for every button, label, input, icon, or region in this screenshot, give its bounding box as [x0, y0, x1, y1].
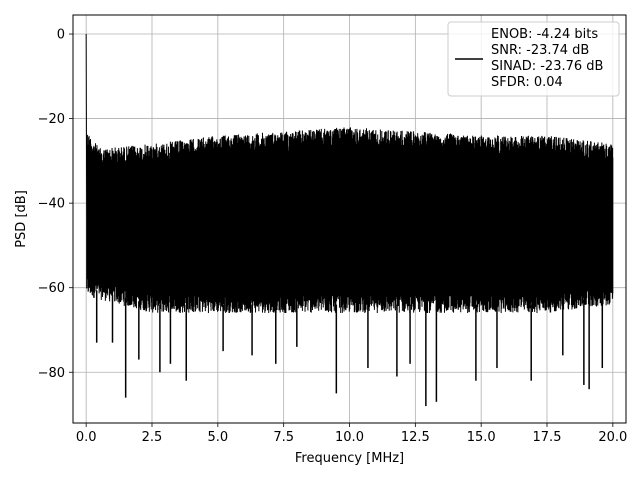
x-tick-label: 17.5	[533, 430, 562, 445]
y-axis-ticks: 0 −20 −40 −60 −80	[38, 28, 73, 381]
x-tick-label: 10.0	[335, 430, 364, 445]
y-axis-title: PSD [dB]	[14, 190, 29, 248]
x-tick-label: 0.0	[76, 430, 97, 445]
x-tick-label: 2.5	[142, 430, 163, 445]
x-axis-ticks: 0.0 2.5 5.0 7.5 10.0 12.5 15.0 17.5 20.0	[76, 423, 627, 445]
x-tick-label: 20.0	[598, 430, 627, 445]
legend: ENOB: -4.24 bits SNR: -23.74 dB SINAD: -…	[447, 21, 620, 97]
legend-enob: ENOB: -4.24 bits	[491, 27, 598, 42]
psd-noise-band	[87, 148, 613, 297]
y-tick-label: −40	[38, 197, 65, 212]
y-tick-label: −20	[38, 112, 65, 127]
y-tick-label: 0	[57, 28, 65, 43]
x-tick-label: 7.5	[273, 430, 294, 445]
x-tick-label: 15.0	[467, 430, 496, 445]
plot-area	[85, 34, 614, 407]
legend-snr: SNR: -23.74 dB	[491, 43, 589, 58]
x-tick-label: 12.5	[401, 430, 430, 445]
y-tick-label: −60	[38, 281, 65, 296]
legend-sfdr: SFDR: 0.04	[491, 75, 563, 90]
legend-sinad: SINAD: -23.76 dB	[491, 59, 603, 74]
x-tick-label: 5.0	[207, 430, 228, 445]
y-tick-label: −80	[38, 366, 65, 381]
legend-box	[447, 21, 620, 97]
x-axis-title: Frequency [MHz]	[295, 451, 404, 466]
